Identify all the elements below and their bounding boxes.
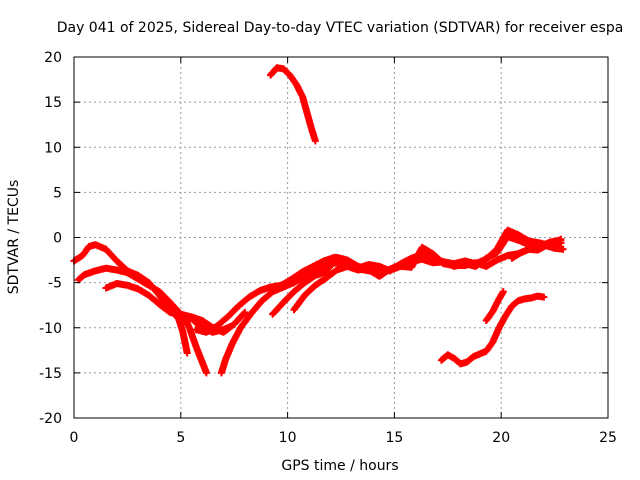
x-tick-label: 20	[492, 430, 510, 446]
series-arc-7	[269, 233, 565, 318]
y-tick-label: 5	[53, 185, 62, 201]
y-tick-label: -15	[39, 366, 62, 382]
y-tick-label: 15	[44, 95, 62, 111]
series-arc-12	[508, 242, 567, 262]
data-marker-trail	[267, 64, 319, 145]
x-tick-label: 25	[599, 430, 617, 446]
data-marker-trail	[482, 288, 507, 324]
data-marker-trail	[70, 241, 191, 357]
y-tick-label: -20	[39, 411, 62, 427]
y-tick-label: -5	[48, 276, 62, 292]
y-tick-label: 0	[53, 231, 62, 247]
y-tick-label: 10	[44, 140, 62, 156]
chart-title: Day 041 of 2025, Sidereal Day-to-day VTE…	[57, 20, 624, 36]
series-arc-9	[267, 64, 319, 145]
series-arc-11	[482, 288, 507, 324]
y-axis-label: SDTVAR / TECUs	[6, 180, 22, 295]
series-arc-10	[437, 292, 548, 368]
data-marker-trail	[181, 315, 210, 377]
x-tick-label: 5	[176, 430, 185, 446]
series-arc-8	[290, 226, 565, 314]
x-tick-label: 10	[279, 430, 297, 446]
x-tick-label: 15	[385, 430, 403, 446]
axis-ticks: 0 5 10 15 20 25 -20 -15 -10 -5 0 5 10 15 20	[39, 50, 617, 446]
data-marker-trail	[269, 233, 565, 318]
y-tick-label: 20	[44, 50, 62, 66]
data-marker-trail	[290, 226, 565, 314]
data-marker-trail	[437, 292, 548, 368]
x-tick-label: 0	[70, 430, 79, 446]
series-arc-5	[181, 315, 210, 377]
series-arc-1	[70, 241, 191, 357]
data-marker-trail	[508, 242, 567, 262]
data-points	[70, 64, 567, 377]
x-axis-label: GPS time / hours	[281, 458, 398, 474]
y-tick-label: -10	[39, 321, 62, 337]
